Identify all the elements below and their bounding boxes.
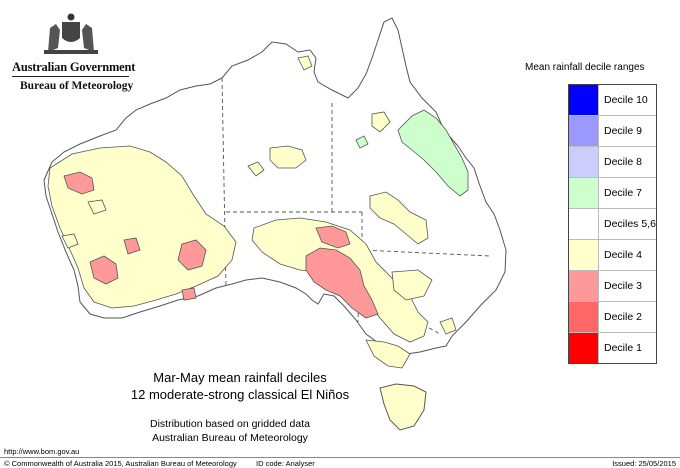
- legend-label: Decile 9: [604, 125, 642, 137]
- legend-label: Decile 7: [604, 187, 642, 199]
- legend: Decile 10 Decile 9 Decile 8 Decile 7 Dec…: [568, 84, 657, 364]
- legend-title: Mean rainfall decile ranges: [525, 62, 645, 73]
- legend-label: Decile 8: [604, 156, 642, 168]
- legend-label: Decile 2: [604, 311, 642, 323]
- copyright-text: © Commonwealth of Australia 2015, Austra…: [4, 459, 237, 468]
- legend-item: Decile 1: [569, 333, 656, 363]
- legend-swatch: [569, 147, 599, 177]
- legend-item: Decile 10: [569, 85, 656, 116]
- legend-item: Decile 7: [569, 178, 656, 209]
- legend-swatch: [569, 271, 599, 301]
- legend-label: Decile 3: [604, 280, 642, 292]
- legend-item: Deciles 5,6: [569, 209, 656, 240]
- bureau-title: Bureau of Meteorology: [20, 80, 134, 92]
- legend-item: Decile 4: [569, 240, 656, 271]
- footer-bar: © Commonwealth of Australia 2015, Austra…: [0, 457, 680, 468]
- tasmania-outline: [379, 383, 427, 431]
- government-title: Australian Government: [12, 60, 136, 74]
- legend-item: Decile 8: [569, 147, 656, 178]
- data-note-line1: Distribution based on gridded data: [150, 418, 310, 430]
- legend-label: Decile 10: [604, 94, 648, 106]
- issued-date: Issued: 25/05/2015: [612, 459, 676, 468]
- header-divider: [12, 76, 129, 77]
- legend-swatch: [569, 240, 599, 270]
- map-caption-line1: Mar-May mean rainfall deciles: [153, 370, 327, 385]
- legend-swatch: [569, 116, 599, 146]
- legend-item: Decile 3: [569, 271, 656, 302]
- legend-swatch: [569, 333, 599, 363]
- legend-swatch: [569, 209, 599, 239]
- legend-label: Deciles 5,6: [604, 218, 656, 230]
- legend-label: Decile 1: [604, 342, 642, 354]
- legend-label: Decile 4: [604, 249, 642, 261]
- bom-url[interactable]: http://www.bom.gov.au: [4, 447, 80, 456]
- legend-item: Decile 9: [569, 116, 656, 147]
- decile-7-regions: [355, 109, 469, 197]
- coat-of-arms-logo: [44, 13, 98, 54]
- legend-swatch: [569, 302, 599, 332]
- decile-3-regions: [63, 171, 379, 319]
- legend-swatch: [569, 178, 599, 208]
- map-caption-line2: 12 moderate-strong classical El Niños: [130, 387, 350, 402]
- data-note-line2: Australian Bureau of Meteorology: [152, 432, 308, 444]
- id-code-text: ID code: Analyser: [256, 459, 315, 468]
- legend-swatch: [569, 85, 599, 115]
- legend-item: Decile 2: [569, 302, 656, 333]
